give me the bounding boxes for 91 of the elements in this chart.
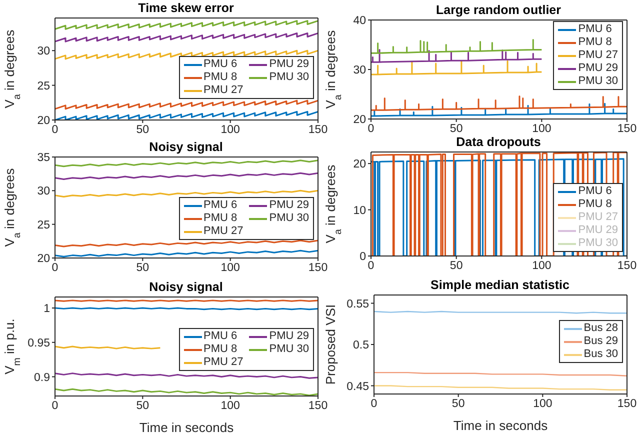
- chart-title: Large random outlier: [436, 3, 562, 17]
- y-tick-label: 20: [353, 158, 366, 171]
- x-tick-label: 50: [450, 260, 463, 272]
- legend-label: PMU 29: [269, 58, 309, 71]
- line-series: [55, 20, 318, 30]
- y-axis-title: Proposed VSI: [323, 304, 338, 385]
- line-series: [55, 50, 318, 60]
- legend-label: PMU 30: [269, 71, 309, 84]
- x-tick-label: 100: [220, 124, 240, 136]
- x-tick-label: 150: [617, 123, 637, 136]
- line-series: [55, 190, 318, 198]
- legend-label: PMU 27: [204, 84, 244, 97]
- x-tick-label: 50: [136, 262, 150, 274]
- line-series: [55, 240, 318, 248]
- line-series: [55, 172, 318, 180]
- x-axis-title: Time in seconds: [453, 418, 548, 433]
- x-tick-label: 50: [136, 400, 150, 412]
- legend-label: PMU 29: [269, 199, 309, 212]
- x-tick-label: 50: [136, 124, 150, 136]
- x-tick-label: 100: [532, 260, 552, 272]
- x-tick-label: 150: [308, 262, 328, 274]
- x-tick-label: 0: [52, 124, 58, 136]
- legend-label: PMU 27: [578, 49, 618, 62]
- y-tick-label: 30: [37, 46, 50, 58]
- legend-label: PMU 8: [204, 343, 238, 356]
- legend-label: PMU 30: [269, 343, 309, 356]
- chart-title: Time skew error: [138, 1, 234, 15]
- legend-label: PMU 30: [269, 212, 309, 225]
- y-tick-label: 10: [353, 204, 366, 217]
- legend-label: PMU 29: [578, 224, 618, 237]
- legend-label: PMU 29: [269, 330, 309, 343]
- x-tick-label: 150: [308, 400, 328, 412]
- x-axis-title: Time in seconds: [139, 420, 234, 435]
- legend-label: PMU 30: [578, 237, 618, 250]
- x-tick-label: 100: [220, 400, 240, 412]
- line-series: [55, 100, 318, 110]
- legend-label: PMU 29: [578, 62, 618, 75]
- y-tick-label: 35: [37, 152, 50, 164]
- x-tick-label: 150: [617, 260, 637, 272]
- legend-label: PMU 30: [578, 75, 618, 88]
- line-series: [371, 60, 542, 76]
- legend-label: PMU 8: [204, 212, 238, 225]
- legend-label: PMU 6: [578, 23, 612, 36]
- x-tick-label: 0: [52, 400, 58, 412]
- legend-label: PMU 27: [204, 356, 244, 369]
- x-tick-label: 100: [532, 123, 552, 136]
- chart-title: Simple median statistic: [430, 278, 570, 292]
- y-tick-label: 0.9: [34, 372, 50, 384]
- x-tick-label: 150: [617, 398, 637, 410]
- y-tick-label: 0.55: [346, 298, 369, 310]
- y-tick-label: 0.45: [346, 380, 369, 393]
- legend-label: PMU 6: [204, 199, 238, 212]
- y-tick-label: 20: [37, 115, 50, 128]
- legend-label: Bus 30: [584, 348, 618, 361]
- y-tick-label: 20: [37, 253, 50, 266]
- legend-label: PMU 8: [578, 198, 612, 211]
- y-tick-label: 25: [37, 219, 50, 232]
- legend-label: PMU 6: [204, 330, 238, 343]
- y-tick-label: 40: [353, 15, 366, 28]
- y-tick-label: 1: [44, 303, 50, 316]
- y-tick-label: 0.5: [353, 340, 369, 352]
- line-series: [371, 48, 542, 63]
- x-tick-label: 0: [370, 398, 378, 410]
- chart-title: Data dropouts: [456, 135, 541, 149]
- y-tick-label: 0.95: [28, 337, 50, 350]
- legend-label: Bus 28: [584, 322, 618, 335]
- legend-label: PMU 6: [204, 58, 238, 71]
- x-tick-label: 100: [220, 262, 240, 274]
- x-tick-label: 150: [308, 124, 328, 136]
- chart-title: Noisy signal: [149, 140, 223, 154]
- y-tick-label: 0: [360, 251, 366, 264]
- legend-label: PMU 8: [578, 36, 612, 49]
- y-tick-label: 20: [353, 114, 366, 126]
- line-series: [55, 160, 318, 168]
- legend-label: Bus 29: [584, 335, 618, 348]
- legend-label: PMU 27: [204, 225, 244, 238]
- y-tick-label: 25: [37, 80, 50, 92]
- legend-label: PMU 8: [204, 71, 238, 84]
- x-tick-label: 100: [533, 398, 552, 410]
- chart-title: Noisy signal: [149, 280, 223, 294]
- line-series: [371, 39, 542, 54]
- x-tick-label: 0: [52, 262, 58, 274]
- x-tick-label: 50: [452, 398, 465, 410]
- x-tick-label: 50: [450, 123, 463, 136]
- y-tick-label: 30: [353, 64, 366, 77]
- legend-label: PMU 27: [578, 211, 618, 224]
- legend-label: PMU 6: [578, 185, 612, 198]
- line-series: [371, 95, 627, 111]
- line-series: [371, 102, 627, 117]
- y-tick-label: 30: [37, 186, 50, 198]
- line-series: [55, 32, 318, 42]
